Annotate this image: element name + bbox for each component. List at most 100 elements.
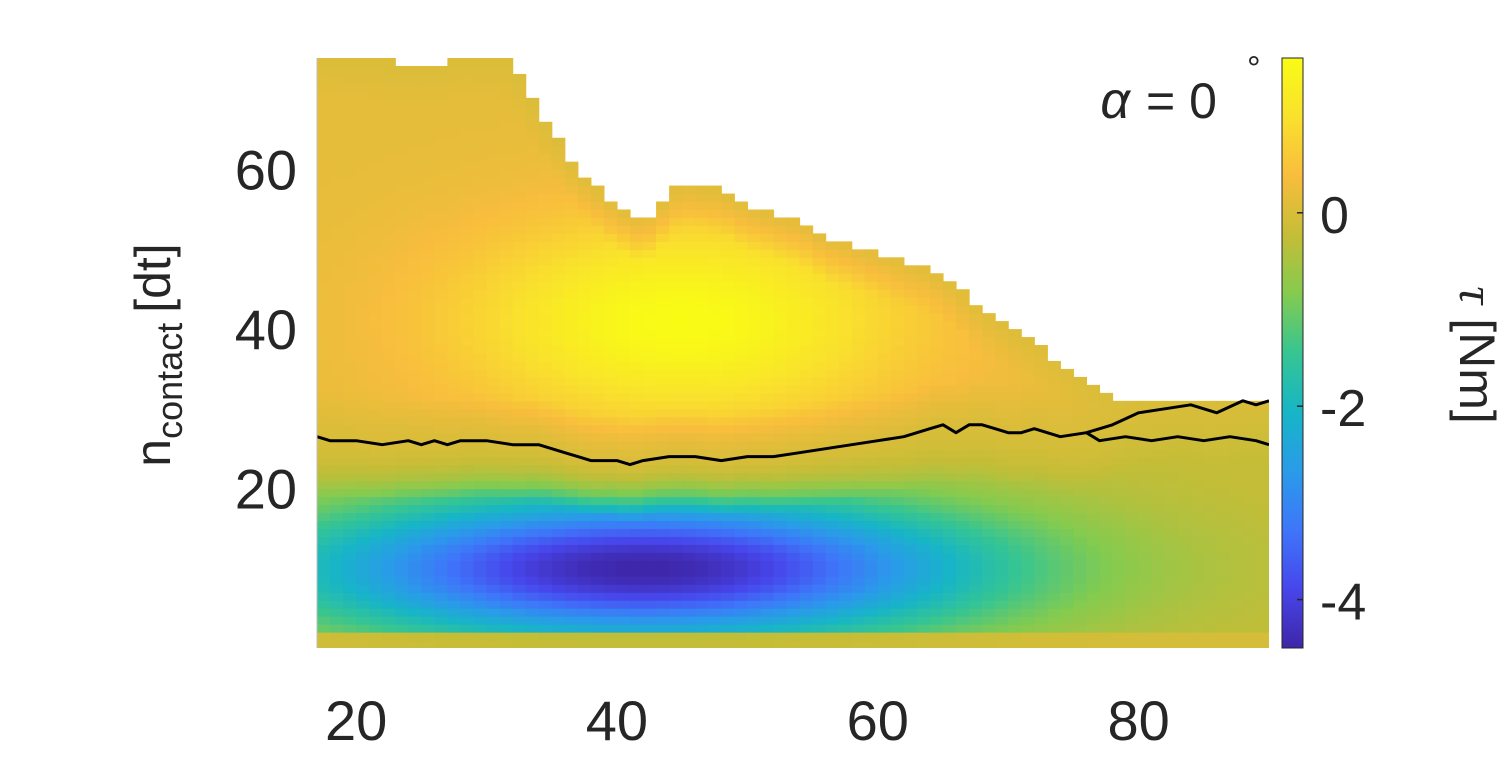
heatmap-cell — [747, 368, 761, 378]
heatmap-cell — [551, 448, 566, 458]
heatmap-cell — [1203, 592, 1218, 601]
heatmap-cell — [408, 185, 422, 195]
heatmap-cell — [956, 337, 970, 346]
heatmap-cell — [486, 193, 501, 203]
heatmap-cell — [1112, 600, 1127, 609]
degree-symbol: ° — [1247, 50, 1261, 88]
heatmap-cell — [577, 536, 592, 545]
heatmap-cell — [942, 496, 957, 506]
heatmap-cell — [616, 249, 631, 258]
heatmap-cell — [721, 560, 735, 569]
heatmap-cell — [421, 177, 435, 187]
heatmap-cell — [460, 305, 475, 314]
heatmap-cell — [330, 249, 344, 258]
heatmap-cell — [356, 552, 370, 561]
heatmap-cell — [421, 209, 435, 219]
heatmap-cell — [356, 496, 370, 506]
heatmap-cell — [747, 265, 761, 274]
heatmap-cell — [669, 552, 683, 561]
heatmap-cell — [421, 480, 435, 490]
heatmap-cell — [1151, 576, 1166, 585]
heatmap-cell — [969, 424, 983, 434]
heatmap-cell — [1034, 392, 1048, 402]
heatmap-cell — [956, 329, 970, 338]
heatmap-cell — [343, 58, 357, 67]
heatmap-cell — [486, 376, 501, 386]
heatmap-cell — [551, 145, 566, 155]
heatmap-cell — [499, 360, 514, 370]
heatmap-cell — [473, 632, 488, 641]
heatmap-cell — [864, 504, 879, 514]
heatmap-cell — [1021, 432, 1035, 442]
heatmap-cell — [1151, 616, 1166, 625]
heatmap-cell — [1112, 536, 1127, 545]
heatmap-cell — [486, 472, 501, 482]
heatmap-cell — [1034, 544, 1048, 553]
heatmap-cell — [590, 584, 605, 593]
heatmap-cell — [356, 640, 370, 648]
heatmap-cell — [851, 257, 866, 266]
heatmap-cell — [447, 520, 462, 529]
heatmap-cell — [486, 185, 501, 195]
heatmap-cell — [812, 289, 827, 298]
heatmap-cell — [838, 600, 853, 609]
heatmap-cell — [747, 217, 761, 227]
heatmap-cell — [1034, 624, 1048, 633]
heatmap-cell — [629, 416, 644, 426]
heatmap-cell — [956, 408, 970, 418]
heatmap-cell — [1034, 360, 1048, 370]
heatmap-cell — [799, 424, 814, 434]
heatmap-cell — [447, 201, 462, 211]
heatmap-cell — [956, 416, 970, 426]
heatmap-cell — [369, 448, 383, 458]
heatmap-cell — [903, 624, 918, 633]
heatmap-cell — [525, 185, 540, 195]
heatmap-cell — [838, 384, 853, 394]
heatmap-cell — [786, 480, 801, 490]
heatmap-cell — [616, 432, 631, 442]
heatmap-cell — [460, 608, 475, 617]
heatmap-cell — [538, 145, 553, 155]
heatmap-cell — [851, 472, 866, 482]
heatmap-cell — [682, 552, 696, 561]
heatmap-cell — [1008, 528, 1022, 537]
heatmap-cell — [695, 520, 709, 529]
heatmap-cell — [1216, 440, 1231, 450]
heatmap-cell — [525, 305, 540, 314]
heatmap-cell — [812, 568, 827, 577]
heatmap-cell — [577, 321, 592, 330]
heatmap-cell — [382, 153, 396, 163]
heatmap-cell — [956, 376, 970, 386]
heatmap-cell — [382, 329, 396, 338]
heatmap-cell — [499, 81, 514, 91]
heatmap-cell — [695, 464, 709, 474]
heatmap-cell — [590, 560, 605, 569]
heatmap-cell — [356, 58, 370, 67]
heatmap-cell — [395, 528, 409, 537]
heatmap-cell — [369, 249, 383, 258]
heatmap-cell — [447, 185, 462, 195]
heatmap-cell — [408, 528, 422, 537]
heatmap-cell — [551, 496, 566, 506]
heatmap-cell — [643, 520, 657, 529]
heatmap-cell — [760, 568, 775, 577]
heatmap-cell — [486, 368, 501, 378]
heatmap-cell — [499, 448, 514, 458]
heatmap-cell — [317, 488, 331, 498]
heatmap-cell — [330, 177, 344, 187]
heatmap-cell — [786, 576, 801, 585]
heatmap-cell — [1073, 472, 1088, 482]
heatmap-cell — [343, 329, 357, 338]
heatmap-cell — [1242, 456, 1257, 466]
heatmap-cell — [512, 544, 527, 553]
heatmap-cell — [734, 416, 748, 426]
heatmap-cell — [434, 360, 449, 370]
heatmap-cell — [1008, 552, 1022, 561]
heatmap-cell — [995, 560, 1009, 569]
heatmap-cell — [1034, 456, 1048, 466]
heatmap-cell — [799, 592, 814, 601]
heatmap-cell — [395, 353, 409, 362]
heatmap-cell — [708, 193, 722, 203]
heatmap-cell — [564, 504, 579, 514]
heatmap-cell — [1099, 520, 1114, 529]
